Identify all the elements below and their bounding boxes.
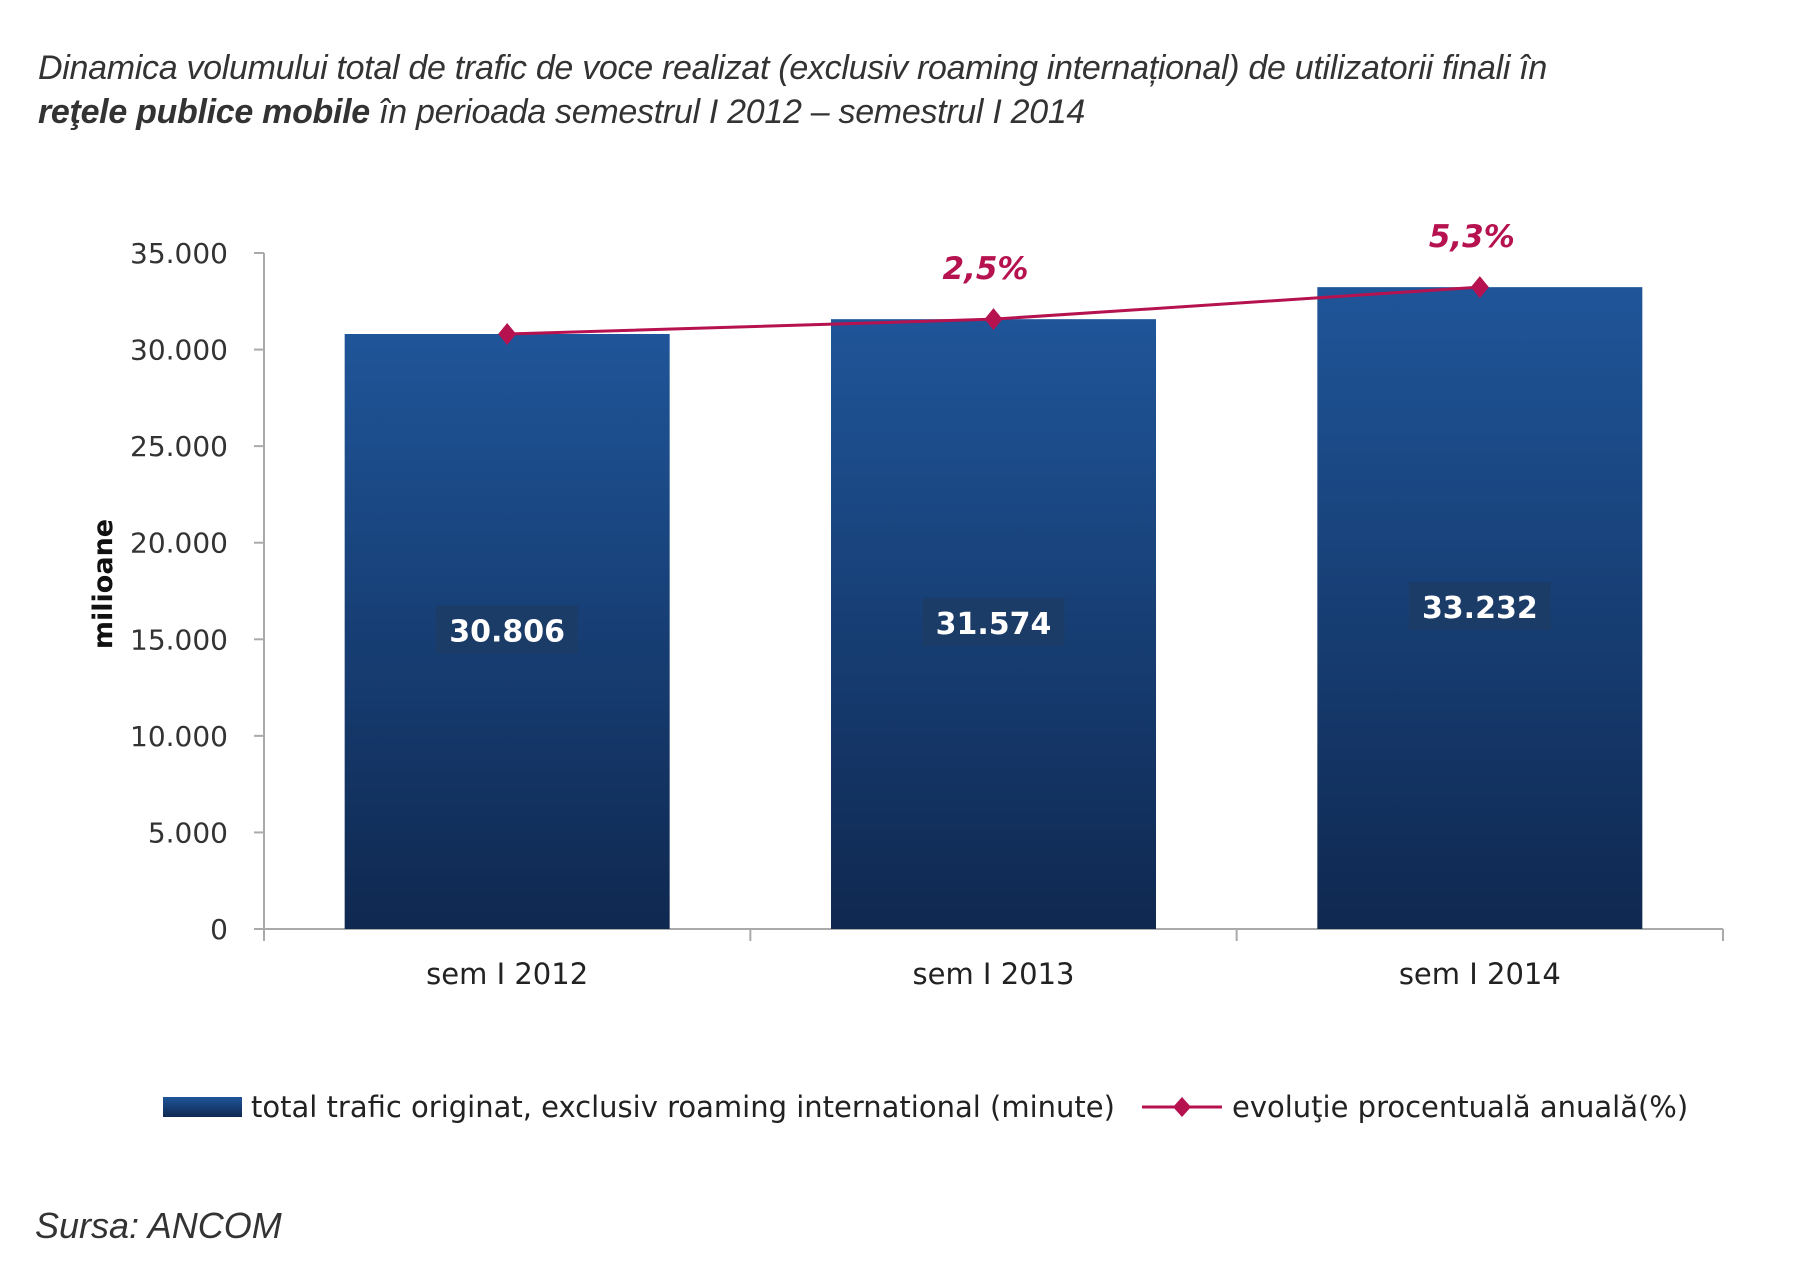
legend-line-label: evoluţie procentuală anuală(%)	[1232, 1090, 1688, 1124]
y-tick-label: 25.000	[130, 430, 228, 463]
chart-title: Dinamica volumului total de trafic de vo…	[38, 46, 1547, 134]
line-marker	[984, 308, 1003, 331]
title-line-1: Dinamica volumului total de trafic de vo…	[38, 49, 1548, 87]
title-rest: în perioada semestrul I 2012 – semestrul…	[369, 93, 1086, 131]
y-tick-label: 35.000	[130, 237, 228, 270]
bar-value-label-bg	[922, 598, 1065, 647]
legend-line-marker	[1173, 1097, 1191, 1117]
bar-value-label: 31.574	[936, 607, 1052, 642]
bars	[344, 287, 1643, 929]
legend: total trafic originat, exclusiv roaming …	[163, 1090, 1688, 1124]
title-bold-part: reţele publice mobile	[38, 93, 370, 131]
bar-value-label-bg	[1408, 582, 1551, 631]
legend-bar-label: total trafic originat, exclusiv roaming …	[251, 1090, 1115, 1124]
source-note: Sursa: ANCOM	[35, 1205, 282, 1246]
title-line-2: reţele publice mobile în perioada semest…	[38, 90, 1547, 134]
y-tick-label: 0	[210, 913, 228, 946]
legend-bar-swatch	[163, 1097, 242, 1117]
y-axis-label: milioane	[88, 519, 119, 649]
growth-percent-label: 5,3%	[1429, 219, 1515, 255]
x-tick-label: sem I 2012	[426, 957, 588, 991]
labels: 30.806 31.574 33.232 2,5% 5,3%	[436, 219, 1551, 654]
growth-line	[498, 276, 1489, 346]
y-tick-label: 5.000	[148, 816, 228, 849]
line-marker	[1470, 276, 1489, 299]
bar-value-label: 30.806	[449, 615, 565, 650]
x-tick-label: sem I 2013	[913, 957, 1075, 991]
y-tick-label: 30.000	[130, 334, 228, 367]
x-tick-label: sem I 2014	[1399, 957, 1561, 991]
y-tick-label: 20.000	[130, 527, 228, 560]
line-marker	[498, 323, 517, 346]
bar-value-label: 33.232	[1422, 591, 1538, 626]
growth-percent-label: 2,5%	[943, 251, 1029, 287]
y-tick-label: 10.000	[130, 720, 228, 753]
y-tick-label: 15.000	[130, 623, 228, 656]
bar-value-label-bg	[436, 605, 579, 654]
